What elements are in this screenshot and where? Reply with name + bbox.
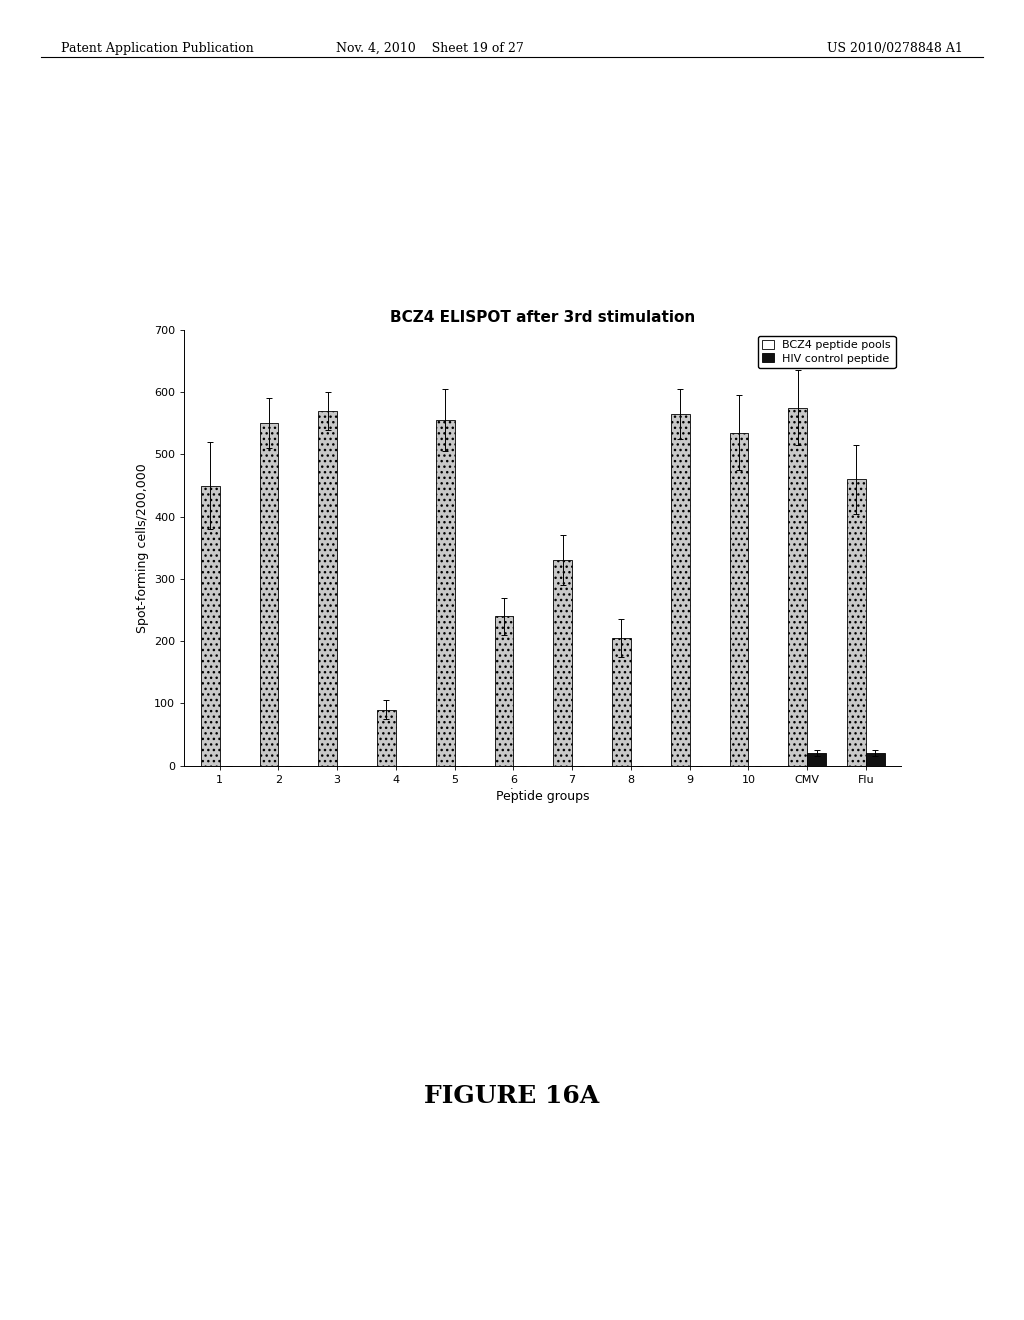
Bar: [866, 754, 885, 766]
Text: US 2010/0278848 A1: US 2010/0278848 A1: [826, 42, 963, 55]
Bar: [788, 408, 807, 766]
Text: Nov. 4, 2010    Sheet 19 of 27: Nov. 4, 2010 Sheet 19 of 27: [336, 42, 524, 55]
Bar: [671, 414, 689, 766]
Title: BCZ4 ELISPOT after 3rd stimulation: BCZ4 ELISPOT after 3rd stimulation: [390, 310, 695, 325]
Bar: [318, 411, 337, 766]
X-axis label: Peptide groups: Peptide groups: [496, 791, 590, 803]
Bar: [553, 560, 572, 766]
Text: :: :: [510, 785, 514, 796]
Bar: [259, 424, 279, 766]
Bar: [612, 638, 631, 766]
Bar: [201, 486, 219, 766]
Bar: [847, 479, 866, 766]
Y-axis label: Spot-forming cells/200,000: Spot-forming cells/200,000: [135, 463, 148, 632]
Bar: [807, 754, 826, 766]
Legend: BCZ4 peptide pools, HIV control peptide: BCZ4 peptide pools, HIV control peptide: [758, 335, 896, 368]
Text: FIGURE 16A: FIGURE 16A: [424, 1084, 600, 1107]
Bar: [436, 420, 455, 766]
Bar: [495, 616, 513, 766]
Text: Patent Application Publication: Patent Application Publication: [61, 42, 254, 55]
Bar: [377, 710, 396, 766]
Bar: [729, 433, 749, 766]
